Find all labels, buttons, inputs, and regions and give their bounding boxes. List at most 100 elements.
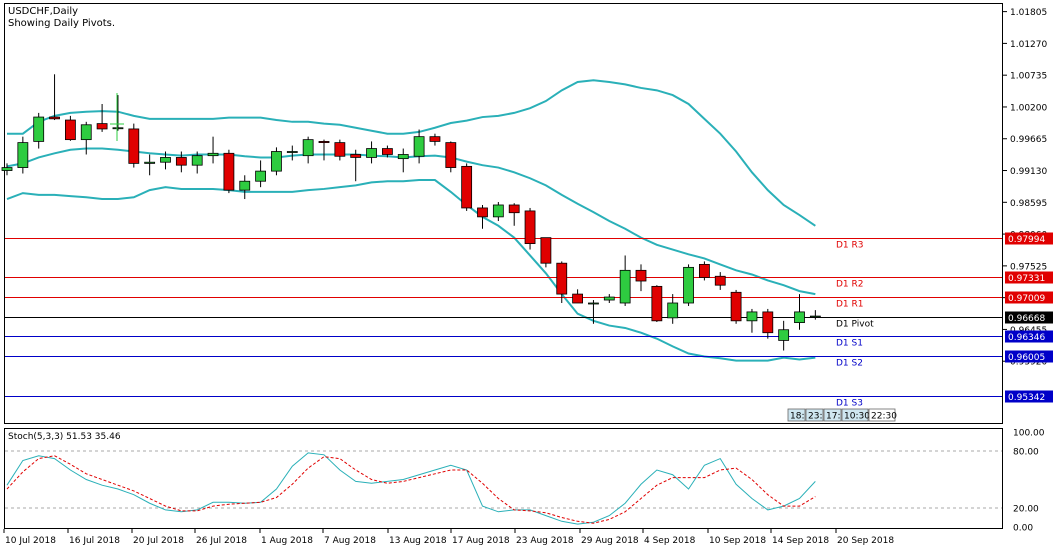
candle-body [746, 311, 758, 322]
candle-body [588, 302, 599, 305]
pivot-price-text: 0.97994 [1008, 235, 1045, 245]
time-axis-label: 23 Aug 2018 [516, 536, 574, 546]
candle-body [271, 151, 282, 172]
candle-body [112, 127, 124, 130]
candle-body [1, 167, 13, 171]
pivot-label: D1 R3 [836, 241, 864, 251]
pivot-price-text: 0.97009 [1008, 294, 1045, 304]
time-axis-label: 26 Jul 2018 [196, 536, 247, 546]
candle-body [794, 311, 805, 324]
pivot-price-text: 0.96005 [1008, 353, 1045, 363]
candle-body [445, 142, 457, 168]
stoch-series-line [6, 452, 816, 525]
time-axis-label: 20 Sep 2018 [837, 536, 894, 546]
stoch-axis-label: 0.00 [1013, 524, 1033, 534]
candle-body [223, 152, 235, 191]
candle-body [80, 124, 92, 141]
candle-body [762, 311, 774, 334]
pivot-price-tag [1005, 291, 1053, 304]
candle-body [17, 142, 29, 168]
candle-body [699, 263, 710, 278]
candle-body [540, 237, 552, 264]
price-axis-label: 0.99130 [1010, 167, 1047, 177]
price-axis-label: 0.99665 [1010, 135, 1047, 145]
candle-body [619, 269, 631, 304]
candle-body [397, 154, 409, 160]
candle-body [350, 154, 362, 158]
time-axis-label: 10 Jul 2018 [5, 536, 56, 546]
candle-body [128, 128, 140, 164]
price-axis-label: 0.95920 [1010, 358, 1047, 368]
time-axis-label: 29 Aug 2018 [581, 536, 639, 546]
timer-box [841, 408, 869, 422]
candle-body [651, 285, 663, 322]
pivot-price-tag [1005, 232, 1053, 245]
candle-body [809, 315, 821, 318]
time-axis-label: 7 Aug 2018 [324, 536, 376, 546]
pivot-label: D1 R2 [836, 280, 864, 290]
time-axis-label: 13 Aug 2018 [389, 536, 447, 546]
candle-body [730, 291, 742, 322]
pivot-price-tag [1005, 390, 1053, 403]
stoch-title: Stoch(5,3,3) 51.53 35.46 [8, 432, 121, 442]
candle-body [603, 296, 615, 301]
pivot-price-tag [1005, 330, 1053, 343]
stoch-axis-label: 100.00 [1013, 429, 1045, 439]
timer-box [787, 408, 806, 422]
price-axis-label: 0.98595 [1010, 199, 1047, 209]
timer-box [868, 408, 896, 422]
bollinger-upper-line [7, 79, 816, 227]
timer-text: 18: [790, 412, 804, 422]
time-axis-label: 14 Sep 2018 [772, 536, 829, 546]
price-axis-label: 0.97525 [1010, 262, 1047, 272]
candle-body [96, 123, 108, 130]
candle-body [381, 148, 393, 155]
candle-body [492, 204, 504, 218]
price-axis-label: 1.00735 [1010, 72, 1047, 82]
pivot-price-tag [1005, 271, 1053, 284]
stoch-series-line [6, 455, 816, 524]
time-axis-label: 1 Aug 2018 [261, 536, 313, 546]
pivot-price-text: 0.95342 [1008, 393, 1045, 403]
stoch-axis-label: 20.00 [1013, 505, 1039, 515]
chart-title: USDCHF,Daily [8, 6, 79, 17]
price-axis-label: 1.00200 [1010, 103, 1047, 113]
pivot-price-text: 0.97331 [1008, 274, 1045, 284]
candle-body [508, 204, 520, 214]
bollinger-lower-line [6, 179, 816, 362]
pivot-label: D1 S1 [836, 339, 863, 349]
bollinger-middle-line [6, 147, 816, 296]
candle-body [175, 157, 187, 166]
time-axis-label: 20 Jul 2018 [133, 536, 184, 546]
stoch-axis-label: 80.00 [1013, 448, 1039, 458]
candle-body [572, 293, 583, 304]
chart-subtitle: Showing Daily Pivots. [8, 18, 116, 29]
candle-body [334, 142, 346, 157]
candle-body [429, 136, 441, 142]
candle-body [778, 329, 790, 341]
time-axis-label: 16 Jul 2018 [69, 536, 120, 546]
time-axis-label: 4 Sep 2018 [644, 536, 696, 546]
timer-text: 10:30 [844, 412, 870, 422]
candle-body [49, 116, 60, 120]
pivot-label: D1 S3 [836, 399, 863, 409]
candle-body [144, 161, 156, 164]
candle-body [255, 170, 267, 182]
candle-body [556, 262, 568, 295]
candle-body [191, 155, 203, 166]
timer-text: 23: [808, 412, 822, 422]
candle-body [683, 266, 694, 304]
price-axis-label: 1.01270 [1010, 40, 1047, 50]
pivot-price-text: 0.96668 [1008, 314, 1045, 324]
candle-body [635, 269, 647, 282]
stochastic-panel[interactable] [4, 428, 1003, 529]
pivot-label: D1 R1 [836, 300, 864, 310]
candle-body [33, 116, 45, 142]
candle-body [286, 151, 298, 153]
candle-body [318, 141, 330, 144]
candle-body [160, 157, 171, 163]
pivot-price-tag [1005, 311, 1053, 324]
timer-text: 17: [826, 412, 840, 422]
timer-box [805, 408, 824, 422]
